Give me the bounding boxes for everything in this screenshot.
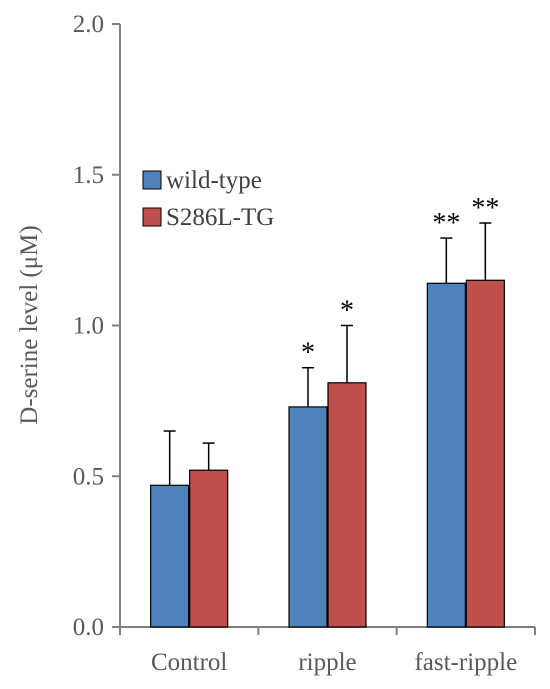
y-tick-label: 1.0: [73, 313, 104, 340]
legend: wild-type S286L-TG: [142, 167, 274, 231]
y-tick-label: 1.5: [73, 162, 104, 189]
x-category-label: Control: [151, 649, 227, 676]
legend-swatch: [142, 207, 162, 227]
significance-label: **: [471, 193, 499, 224]
significance-label: **: [432, 208, 460, 239]
legend-label: wild-type: [166, 167, 262, 194]
bar: [426, 282, 466, 628]
bar: [465, 279, 505, 628]
x-category-label: ripple: [298, 649, 356, 676]
significance-markers: ******: [301, 193, 499, 369]
bars: [150, 279, 505, 628]
y-tick-label: 0.5: [73, 463, 104, 490]
y-tick-label: 2.0: [73, 11, 104, 38]
significance-label: *: [340, 296, 354, 327]
significance-label: *: [301, 338, 315, 369]
bar: [150, 484, 190, 628]
bar: [189, 469, 229, 628]
bar: [288, 406, 328, 628]
legend-label: S286L-TG: [166, 204, 274, 231]
error-bars: [163, 222, 492, 486]
legend-swatch: [142, 170, 162, 190]
bar: [327, 382, 367, 628]
y-tick-label: 0.0: [73, 614, 104, 641]
x-category-label: fast-ripple: [414, 649, 517, 676]
y-axis-label: D-serine level (μM): [16, 225, 43, 424]
